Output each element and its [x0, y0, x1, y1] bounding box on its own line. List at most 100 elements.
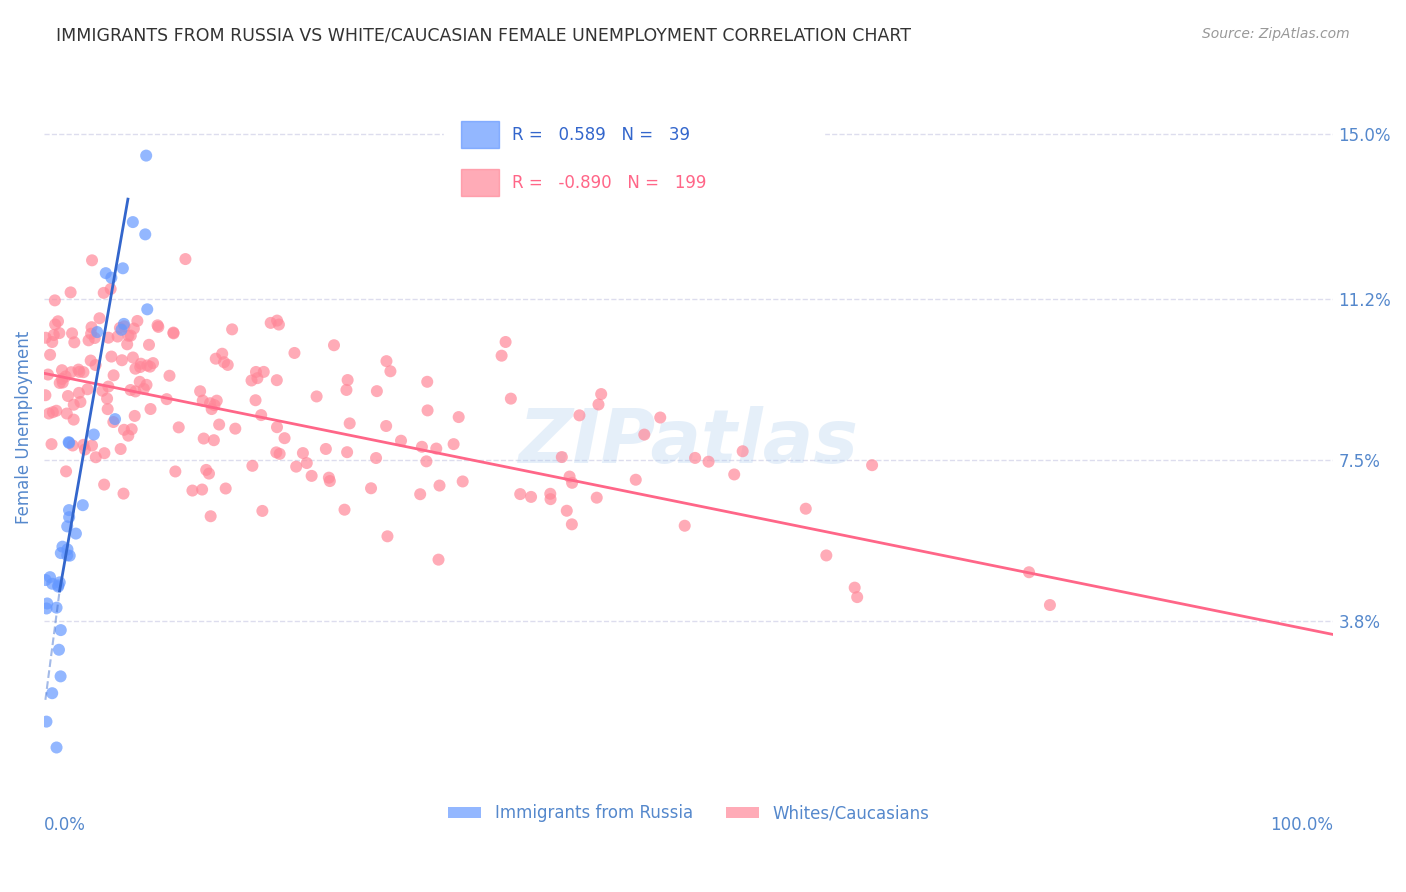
Point: [35, 601, 58, 615]
Point: [45, 403, 67, 417]
Point: [110, 323, 132, 337]
Point: [208, 417, 231, 432]
Point: [108, 321, 131, 335]
Point: [273, 431, 295, 445]
Point: [266, 373, 288, 387]
Point: [121, 422, 143, 436]
Text: R =   0.589   N =   39: R = 0.589 N = 39: [512, 126, 690, 144]
Point: [35, 714, 58, 729]
Point: [269, 447, 291, 461]
Point: [49, 669, 72, 683]
Point: [181, 483, 204, 498]
Point: [142, 356, 165, 370]
Point: [35, 573, 58, 587]
Point: [129, 357, 152, 371]
Point: [551, 450, 574, 464]
Point: [80, 326, 103, 341]
Point: [49, 623, 72, 637]
Point: [146, 318, 169, 333]
Point: [447, 410, 470, 425]
Point: [224, 422, 246, 436]
Point: [56, 549, 79, 563]
Point: [110, 442, 132, 456]
Point: [156, 392, 179, 406]
Point: [520, 490, 543, 504]
Point: [495, 334, 517, 349]
Point: [427, 552, 450, 566]
Point: [193, 432, 215, 446]
Point: [174, 252, 197, 266]
Point: [42, 405, 65, 419]
Point: [117, 328, 139, 343]
Point: [212, 355, 235, 369]
Point: [91, 384, 114, 398]
Point: [46, 314, 69, 328]
Point: [148, 319, 170, 334]
Point: [45, 600, 67, 615]
Point: [58, 435, 80, 450]
Point: [56, 407, 79, 421]
Point: [211, 347, 233, 361]
Point: [267, 318, 290, 332]
Point: [260, 316, 283, 330]
Point: [41, 576, 63, 591]
Point: [1018, 566, 1040, 580]
Y-axis label: Female Unemployment: Female Unemployment: [15, 331, 32, 524]
Point: [122, 321, 145, 335]
Point: [84, 358, 107, 372]
Point: [650, 410, 672, 425]
Point: [377, 529, 399, 543]
Point: [80, 253, 103, 268]
Point: [56, 542, 79, 557]
Point: [139, 359, 162, 374]
Point: [301, 469, 323, 483]
Point: [333, 502, 356, 516]
Point: [58, 503, 80, 517]
Point: [77, 334, 100, 348]
Point: [37, 368, 59, 382]
Point: [52, 376, 75, 390]
Point: [124, 361, 146, 376]
Point: [167, 420, 190, 434]
Point: [794, 501, 817, 516]
Point: [49, 546, 72, 560]
Point: [323, 338, 346, 352]
Point: [380, 364, 402, 378]
Point: [159, 368, 181, 383]
Point: [120, 383, 142, 397]
Point: [366, 384, 388, 398]
Point: [585, 491, 607, 505]
Point: [111, 353, 134, 368]
Point: [162, 326, 184, 341]
Point: [93, 477, 115, 491]
Point: [409, 487, 432, 501]
Point: [250, 408, 273, 422]
Point: [339, 417, 361, 431]
Point: [48, 326, 70, 340]
Point: [41, 686, 63, 700]
Point: [97, 331, 120, 345]
Point: [59, 285, 82, 300]
Point: [39, 570, 62, 584]
Point: [165, 465, 187, 479]
Point: [221, 322, 243, 336]
Point: [136, 359, 159, 373]
Point: [103, 415, 125, 429]
Point: [538, 487, 561, 501]
Point: [139, 402, 162, 417]
Point: [58, 436, 80, 450]
Point: [51, 372, 73, 386]
Point: [100, 270, 122, 285]
Point: [100, 350, 122, 364]
Point: [46, 578, 69, 592]
Point: [51, 363, 73, 377]
Legend: Immigrants from Russia, Whites/Caucasians: Immigrants from Russia, Whites/Caucasian…: [441, 797, 936, 829]
Point: [48, 575, 70, 590]
Point: [246, 371, 269, 385]
Point: [633, 427, 655, 442]
Point: [112, 319, 135, 334]
Point: [103, 368, 125, 383]
Point: [58, 510, 80, 524]
Point: [80, 438, 103, 452]
Point: [245, 393, 267, 408]
